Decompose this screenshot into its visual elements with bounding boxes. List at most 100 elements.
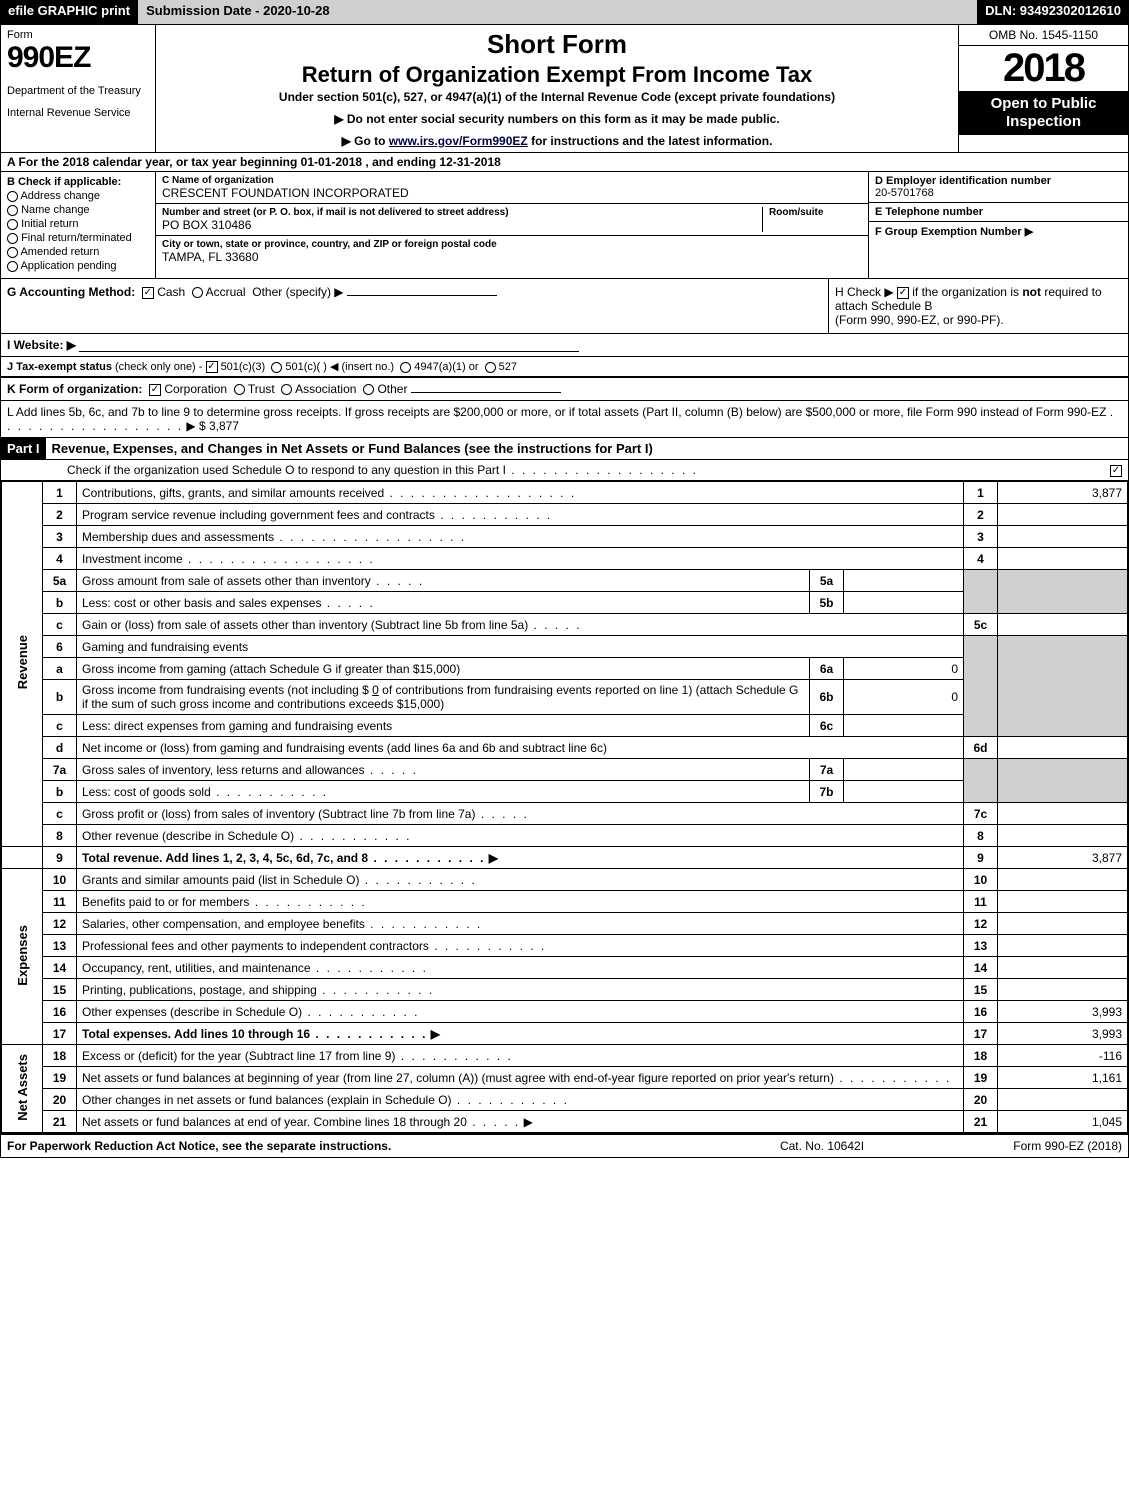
line-num: c: [43, 614, 77, 636]
line-desc: Excess or (deficit) for the year (Subtra…: [77, 1045, 964, 1067]
radio-icon[interactable]: [363, 384, 374, 395]
line-amount: 1,161: [998, 1067, 1128, 1089]
j-o4: 527: [499, 361, 517, 373]
form-number: 990EZ: [7, 41, 149, 75]
j-label: J Tax-exempt status: [7, 361, 112, 373]
radio-icon[interactable]: [234, 384, 245, 395]
gray-cell: [964, 759, 998, 803]
radio-icon[interactable]: [7, 205, 18, 216]
k-o3: Association: [295, 382, 356, 396]
row-12: 12 Salaries, other compensation, and emp…: [2, 913, 1128, 935]
dots-icon: [834, 1071, 951, 1085]
radio-icon[interactable]: [7, 219, 18, 230]
org-name: CRESCENT FOUNDATION INCORPORATED: [162, 186, 862, 200]
j-o1: 501(c)(3): [221, 361, 266, 373]
radio-icon[interactable]: [7, 261, 18, 272]
radio-icon[interactable]: [271, 362, 282, 373]
line-num: 15: [43, 979, 77, 1001]
line-label: 14: [964, 957, 998, 979]
goto-link[interactable]: www.irs.gov/Form990EZ: [389, 134, 528, 148]
line-amount: [998, 614, 1128, 636]
line-desc: Gross income from gaming (attach Schedul…: [77, 658, 810, 680]
gray-cell: [998, 759, 1128, 803]
dept-treasury: Department of the Treasury: [7, 85, 149, 97]
sub-value: 0: [844, 658, 964, 680]
line-desc: Gross income from fundraising events (no…: [77, 680, 810, 715]
row-2: 2 Program service revenue including gove…: [2, 504, 1128, 526]
dots-icon: [371, 574, 424, 588]
sub-value: [844, 715, 964, 737]
dots-icon: [368, 851, 485, 865]
dots-icon: [384, 486, 576, 500]
line-label: 15: [964, 979, 998, 1001]
g-label: G Accounting Method:: [7, 285, 135, 299]
line-amount: [998, 803, 1128, 825]
open-to-public: Open to Public Inspection: [959, 91, 1128, 135]
omb-number: OMB No. 1545-1150: [959, 25, 1128, 46]
chk-initial-return: Initial return: [7, 218, 149, 230]
l-text: L Add lines 5b, 6c, and 7b to line 9 to …: [7, 405, 1106, 419]
line-label: 12: [964, 913, 998, 935]
row-14: 14 Occupancy, rent, utilities, and maint…: [2, 957, 1128, 979]
line-num: b: [43, 592, 77, 614]
street-value: PO BOX 310486: [162, 218, 762, 232]
street-cell: Number and street (or P. O. box, if mail…: [156, 204, 868, 236]
line-amount: [998, 1089, 1128, 1111]
h-pre: H Check ▶: [835, 285, 897, 299]
column-b: B Check if applicable: Address change Na…: [1, 172, 156, 278]
checkbox-icon[interactable]: [1110, 465, 1122, 477]
gray-cell: [998, 636, 1128, 737]
radio-icon[interactable]: [7, 191, 18, 202]
submission-date: Submission Date - 2020-10-28: [138, 0, 338, 24]
dots-icon: [294, 829, 411, 843]
dots-icon: [365, 763, 418, 777]
line-g: G Accounting Method: Cash Accrual Other …: [1, 279, 828, 333]
sub-label: 7b: [810, 781, 844, 803]
row-5a: 5a Gross amount from sale of assets othe…: [2, 570, 1128, 592]
line-desc: Benefits paid to or for members: [77, 891, 964, 913]
tel-cell: E Telephone number: [869, 203, 1128, 222]
k-o1: Corporation: [164, 382, 227, 396]
g-cash: Cash: [157, 285, 185, 299]
dots-icon: [359, 873, 476, 887]
radio-icon[interactable]: [7, 247, 18, 258]
radio-icon[interactable]: [7, 233, 18, 244]
line-num: 17: [43, 1023, 77, 1045]
dots-icon: [467, 1115, 520, 1129]
side-blank: [2, 847, 43, 869]
line-amount: 3,993: [998, 1001, 1128, 1023]
gray-cell: [964, 636, 998, 737]
checkbox-corp-icon[interactable]: [149, 384, 161, 396]
line-desc: Net assets or fund balances at end of ye…: [77, 1111, 964, 1133]
h-post: if the organization is: [909, 285, 1022, 299]
line-num: 2: [43, 504, 77, 526]
line-amount: [998, 825, 1128, 847]
radio-icon[interactable]: [281, 384, 292, 395]
arrow-icon: [427, 1027, 440, 1041]
chk-address-change: Address change: [7, 190, 149, 202]
room-label: Room/suite: [769, 207, 862, 218]
dots-icon: [317, 983, 434, 997]
line-num: 20: [43, 1089, 77, 1111]
line-num: 14: [43, 957, 77, 979]
dots-icon: [429, 939, 546, 953]
line-desc: Less: cost or other basis and sales expe…: [77, 592, 810, 614]
radio-icon[interactable]: [485, 362, 496, 373]
under-section: Under section 501(c), 527, or 4947(a)(1)…: [164, 90, 950, 104]
line-label: 9: [964, 847, 998, 869]
line-num: 8: [43, 825, 77, 847]
goto-line: ▶ Go to www.irs.gov/Form990EZ for instru…: [164, 134, 950, 148]
checkbox-h-icon[interactable]: [897, 287, 909, 299]
row-6: 6 Gaming and fundraising events: [2, 636, 1128, 658]
checkbox-cash-icon[interactable]: [142, 287, 154, 299]
checkbox-501c3-icon[interactable]: [206, 361, 218, 373]
top-bar: efile GRAPHIC print Submission Date - 20…: [0, 0, 1129, 24]
part-i-header: Part I Revenue, Expenses, and Changes in…: [1, 438, 1128, 460]
short-form-title: Short Form: [164, 29, 950, 60]
row-19: 19 Net assets or fund balances at beginn…: [2, 1067, 1128, 1089]
radio-accrual-icon[interactable]: [192, 287, 203, 298]
dln-label: DLN: 93492302012610: [977, 0, 1129, 24]
sub-label: 6c: [810, 715, 844, 737]
row-18: Net Assets 18 Excess or (deficit) for th…: [2, 1045, 1128, 1067]
radio-icon[interactable]: [400, 362, 411, 373]
